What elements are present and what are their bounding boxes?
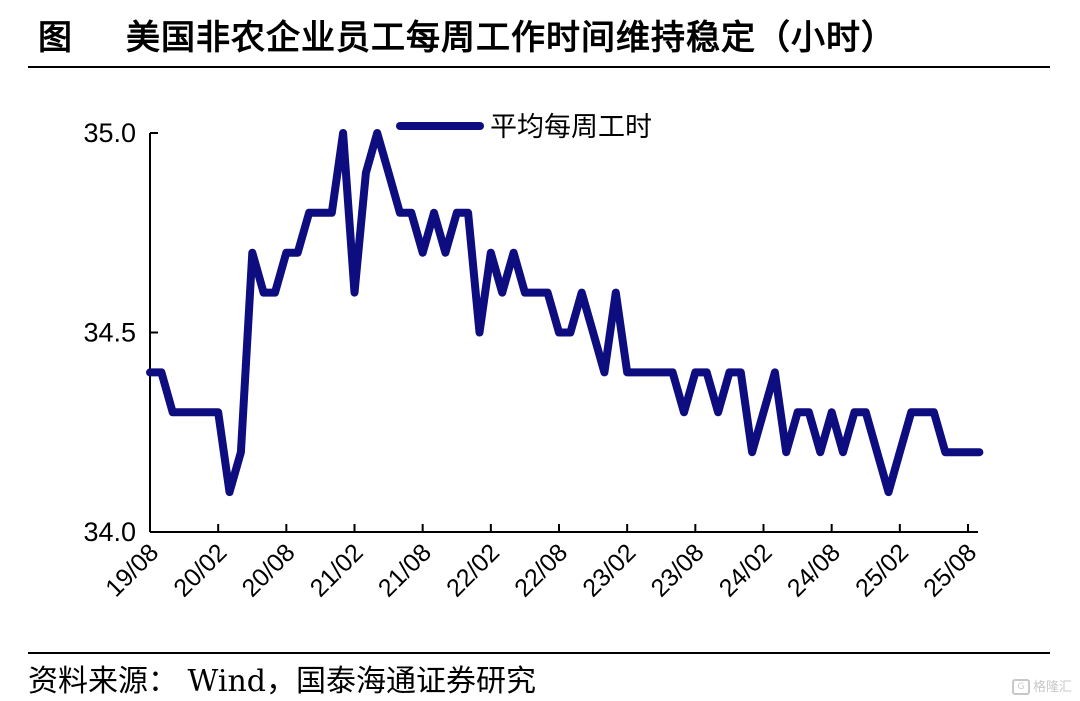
- watermark-text: 格隆汇: [1032, 679, 1072, 695]
- chart-axes: 34.034.535.019/08 20/02 20/08 21/02 21/08 22/…: [83, 118, 982, 602]
- chart-legend: 平均每周工时: [396, 112, 652, 143]
- x-tick-label: 21/02: [305, 538, 369, 602]
- chart-marks: [146, 129, 984, 497]
- x-tick-label: 23/02: [577, 538, 641, 602]
- legend-label: 平均每周工时: [490, 112, 652, 143]
- x-tick-label: 21/08: [373, 538, 437, 602]
- top-rule: [28, 66, 1050, 68]
- x-tick-label: 25/08: [918, 538, 982, 602]
- series-line-weekly-hours: [146, 129, 984, 497]
- line-chart: 34.034.535.019/08 20/02 20/08 21/02 21/08 22/…: [83, 112, 984, 602]
- x-tick-label: 20/08: [237, 538, 301, 602]
- source-note: 资料来源： Wind，国泰海通证券研究: [28, 664, 536, 699]
- x-tick-label: 23/08: [646, 538, 710, 602]
- x-tick-label: 25/02: [850, 538, 914, 602]
- chart-title-text: 美国非农企业员工每周工作时间维持稳定（小时）: [126, 18, 896, 58]
- y-tick-label: 34.0: [83, 517, 136, 547]
- x-tick-label: 24/08: [782, 538, 846, 602]
- x-tick-label: 20/02: [168, 538, 232, 602]
- y-tick-label: 34.5: [83, 318, 136, 348]
- watermark: G 格隆汇: [1011, 676, 1072, 695]
- chart-title: 图 美国非农企业员工每周工作时间维持稳定（小时）: [38, 10, 896, 59]
- x-tick-label: 19/08: [100, 538, 164, 602]
- x-tick-label: 22/08: [509, 538, 573, 602]
- watermark-logo-icon: G: [1011, 679, 1030, 695]
- x-tick-label: 22/02: [441, 538, 505, 602]
- bottom-rule: [28, 652, 1050, 654]
- figure-label: 图: [38, 18, 73, 58]
- x-tick-label: 24/02: [714, 538, 778, 602]
- y-tick-label: 35.0: [83, 118, 136, 148]
